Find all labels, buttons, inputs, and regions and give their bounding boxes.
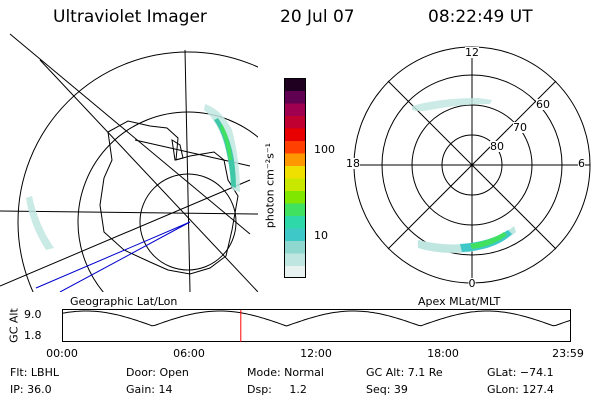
date-label: 20 Jul 07 (280, 7, 355, 27)
mlt-label-12: 12 (465, 46, 479, 59)
gc-alt-ytick-max: 9.0 (24, 308, 42, 321)
magnetic-map-label: Apex MLat/MLT (418, 295, 501, 308)
info-door: Door: Open (126, 366, 189, 379)
info-filter: Flt: LBHL (10, 366, 59, 379)
info-mode: Mode: Normal (247, 366, 324, 379)
meridian-line (9, 33, 251, 235)
meridian-line (39, 59, 258, 292)
info-glon: GLon: 127.4 (487, 383, 554, 396)
colorbar-swatch (284, 190, 306, 204)
colorbar-tick-100: 100 (314, 143, 335, 156)
meridian-line (0, 179, 251, 287)
meridian-line (0, 210, 258, 215)
info-seq: Seq: 39 (366, 383, 408, 396)
colorbar-swatch (284, 103, 306, 116)
gc-alt-xtick: 12:00 (300, 347, 332, 360)
colorbar-swatch (284, 153, 306, 166)
gc-alt-plot (62, 309, 572, 342)
colorbar-swatch (284, 203, 306, 216)
info-dsp: Dsp: 1.2 (247, 383, 307, 396)
colorbar-swatch (284, 178, 306, 191)
mlat-label-70: 70 (513, 121, 527, 134)
mlt-label-0: 0 (468, 277, 476, 290)
colorbar-tick-10: 10 (314, 229, 328, 242)
colorbar-swatch (284, 115, 306, 129)
colorbar-swatch (284, 240, 306, 254)
lat-circle-outer (17, 51, 258, 292)
geographic-map (0, 33, 258, 292)
colorbar-swatch (284, 253, 306, 266)
info-gc-alt: GC Alt: 7.1 Re (366, 366, 443, 379)
meridian-line (184, 49, 191, 292)
mlt-diagonal (387, 80, 557, 250)
coastline (99, 120, 239, 275)
ray-line (35, 221, 191, 289)
magnetic-polar-plot (353, 46, 591, 284)
geographic-map-label: Geographic Lat/Lon (70, 295, 178, 308)
plot-frame (62, 309, 571, 342)
colorbar-frame (284, 78, 306, 278)
gc-alt-xtick: 23:59 (552, 347, 584, 360)
instrument-title: Ultraviolet Imager (53, 7, 207, 27)
colorbar-swatch (284, 128, 306, 141)
gc-alt-xtick: 00:00 (46, 347, 78, 360)
coastline (171, 139, 184, 161)
ray-line (59, 221, 191, 292)
gc-alt-xtick: 18:00 (427, 347, 459, 360)
colorbar-swatch (284, 90, 306, 104)
gc-alt-xtick: 06:00 (173, 347, 205, 360)
colorbar-swatch (284, 165, 306, 179)
gc-alt-curve (62, 310, 572, 327)
colorbar-unit-label: photon cm⁻²s⁻¹ (263, 142, 277, 229)
info-gain: Gain: 14 (126, 383, 173, 396)
colorbar (284, 78, 306, 278)
colorbar-swatch (284, 140, 306, 154)
aurora-emission-mag (412, 98, 516, 253)
colorbar-swatch (284, 215, 306, 229)
info-ip: IP: 36.0 (10, 383, 52, 396)
info-glat: GLat: −74.1 (487, 366, 554, 379)
gc-alt-ylabel: GC Alt (7, 308, 21, 343)
colorbar-swatch (284, 78, 306, 91)
colorbar-swatch (284, 265, 306, 278)
time-label: 08:22:49 UT (428, 7, 533, 27)
colorbar-swatch (284, 228, 306, 241)
aurora-emission-geo (26, 104, 240, 250)
mlt-label-18: 18 (346, 157, 360, 170)
gc-alt-ytick-min: 1.8 (24, 329, 42, 342)
lat-circle-mid (77, 111, 258, 292)
mlat-label-60: 60 (536, 98, 550, 111)
mlat-label-80: 80 (490, 140, 504, 153)
mlt-label-6: 6 (578, 157, 585, 170)
